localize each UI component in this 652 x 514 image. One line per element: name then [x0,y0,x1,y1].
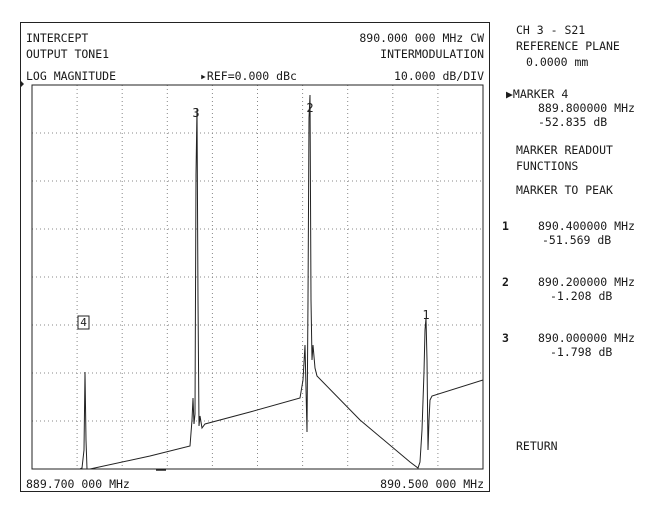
measurement-mode: INTERMODULATION [380,47,484,61]
readout-value: -1.208 dB [550,289,613,303]
measurement-name: INTERCEPT [26,31,89,45]
reference-level: ▸REF=0.000 dBc [200,69,297,83]
readout-functions-line2: FUNCTIONS [516,159,579,173]
marker-4-value: -52.835 dB [538,115,608,129]
marker-4-frequency: 889.800000 MHz [538,101,635,115]
cw-frequency: 890.000 000 MHz CW [359,31,484,45]
measurement-screen [20,22,490,492]
format-label: LOG MAGNITUDE [26,69,117,83]
readout-value: -51.569 dB [542,233,612,247]
readout-number: 3 [502,331,509,345]
readout-frequency: 890.400000 MHz [538,219,635,233]
readout-number: 2 [502,275,509,289]
marker-to-peak-label: MARKER TO PEAK [516,183,613,197]
marker-to-peak-softkey[interactable]: MARKER TO PEAK [500,182,652,200]
reference-plane-value: 0.0000 mm [526,55,589,69]
output-tone-label: OUTPUT TONE1 [26,47,110,61]
channel-label: CH 3 - S21 [516,23,586,37]
readout-frequency: 890.000000 MHz [538,331,635,345]
scale-per-division: 10.000 dB/DIV [393,69,484,83]
softkey-panel: CH 3 - S21 REFERENCE PLANE 0.0000 mm ▶MA… [500,22,652,492]
readout-value: -1.798 dB [550,345,613,359]
start-frequency: 889.700 000 MHz [26,477,130,491]
stop-frequency: 890.500 000 MHz [380,477,484,491]
marker-3-readout: 3 890.000000 MHz -1.798 dB [500,330,652,362]
marker-1-readout: 1 890.400000 MHz -51.569 dB [500,218,652,250]
marker-4-softkey[interactable]: ▶MARKER 4 889.800000 MHz -52.835 dB [500,86,652,130]
return-softkey[interactable]: RETURN [500,438,652,456]
readout-frequency: 890.200000 MHz [538,275,635,289]
reference-plane-label: REFERENCE PLANE [516,39,620,53]
readout-number: 1 [502,219,509,233]
return-label: RETURN [516,439,558,453]
marker-4-softkey-label: ▶MARKER 4 [506,87,569,101]
marker-readout-functions-softkey[interactable]: MARKER READOUT FUNCTIONS [500,142,652,174]
marker-2-readout: 2 890.200000 MHz -1.208 dB [500,274,652,306]
readout-functions-line1: MARKER READOUT [516,143,613,157]
